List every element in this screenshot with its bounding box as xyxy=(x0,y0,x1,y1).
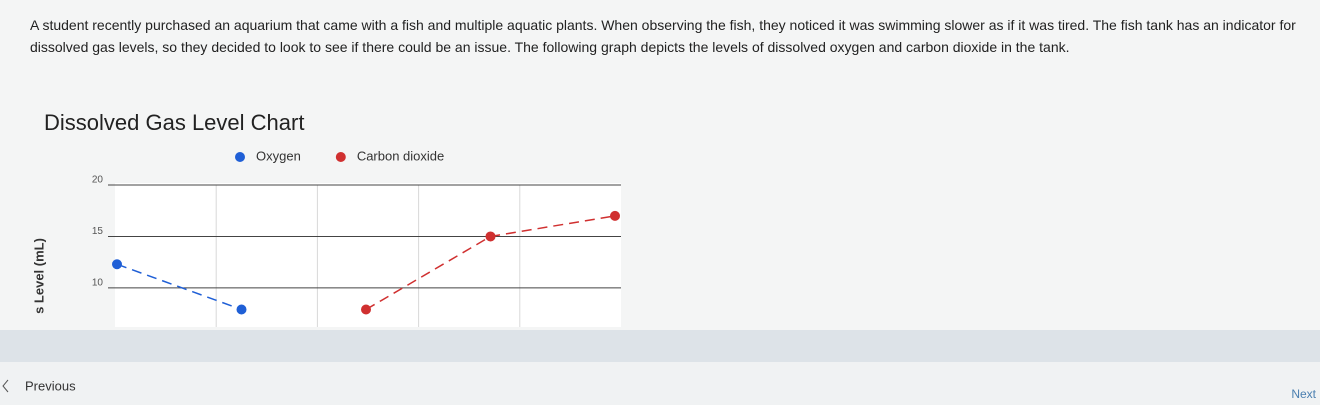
legend-marker xyxy=(335,152,346,162)
next-button[interactable]: Next xyxy=(1291,387,1316,401)
y-tick-label: 20 xyxy=(92,175,104,186)
footer xyxy=(0,362,1320,405)
legend-label: Oxygen xyxy=(256,148,301,163)
chart-title: Dissolved Gas Level Chart xyxy=(44,110,304,135)
band xyxy=(0,330,1320,362)
legend-marker xyxy=(235,152,245,162)
point xyxy=(112,259,122,270)
previous-button[interactable]: Previous xyxy=(25,378,76,393)
point xyxy=(361,304,371,315)
legend-label: Carbon dioxide xyxy=(357,148,444,163)
y-tick-label: 15 xyxy=(92,226,104,237)
point xyxy=(236,304,247,315)
y-axis-label: s Level (mL) xyxy=(31,238,46,314)
passage: A student recently purchased an aquarium… xyxy=(30,17,1296,55)
plot-area xyxy=(115,183,621,327)
previous-icon[interactable] xyxy=(2,379,9,393)
point xyxy=(610,210,620,221)
y-tick-label: 10 xyxy=(92,278,104,289)
series-line xyxy=(116,263,242,311)
point xyxy=(485,231,496,242)
